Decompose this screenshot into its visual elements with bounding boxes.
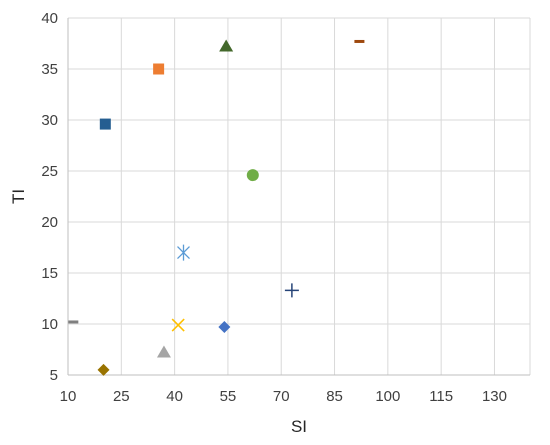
data-point xyxy=(219,39,234,52)
axes xyxy=(67,18,530,376)
y-tick-label: 15 xyxy=(41,265,58,282)
x-tick-label: 130 xyxy=(482,388,507,405)
x-tick-label: 100 xyxy=(375,388,400,405)
x-tick-label: 85 xyxy=(326,388,343,405)
x-tick-label: 70 xyxy=(273,388,290,405)
y-tick-label: 35 xyxy=(41,61,58,78)
data-point xyxy=(171,318,185,332)
data-point xyxy=(177,244,190,261)
y-tick-label: 30 xyxy=(41,112,58,129)
data-point xyxy=(153,63,165,75)
x-tick-label: 25 xyxy=(113,388,130,405)
x-tick-label: 55 xyxy=(220,388,237,405)
gridlines xyxy=(68,17,531,375)
data-point xyxy=(97,363,110,376)
x-tick-label: 115 xyxy=(429,388,453,405)
data-point xyxy=(156,345,171,358)
y-axis-title: TI xyxy=(9,189,28,204)
x-axis-title: SI xyxy=(291,417,307,436)
data-point xyxy=(284,283,299,298)
x-tick-label: 40 xyxy=(166,388,183,405)
y-tick-label: 20 xyxy=(41,214,58,231)
data-point xyxy=(218,321,231,334)
y-tick-label: 40 xyxy=(41,10,58,27)
data-point xyxy=(99,118,111,130)
y-tick-label: 10 xyxy=(41,316,58,333)
y-tick-label: 25 xyxy=(41,163,58,180)
data-point xyxy=(246,169,259,182)
y-tick-label: 5 xyxy=(50,367,58,384)
x-tick-label: 10 xyxy=(60,388,77,405)
data-points xyxy=(68,39,365,376)
